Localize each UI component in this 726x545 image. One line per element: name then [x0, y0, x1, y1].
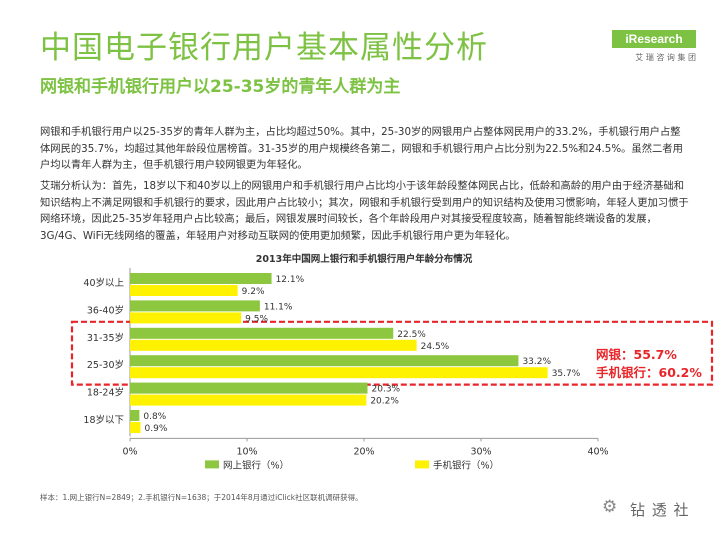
category-label: 31-35岁: [87, 332, 124, 344]
iresearch-logo: iResearch 艾 瑞 咨 询 集 团: [612, 30, 696, 68]
bar-online-bank: [130, 382, 368, 394]
chart-title: 2013年中国网上银行和手机银行用户年龄分布情况: [256, 253, 473, 265]
data-label: 9.5%: [245, 314, 268, 324]
callout-online-bank: 网银：55.7%: [596, 347, 677, 362]
data-label: 0.9%: [145, 424, 168, 434]
analysis-paragraph: 艾瑞分析认为：首先，18岁以下和40岁以上的网银用户和手机银行用户占比均小于该年…: [40, 180, 689, 242]
highlight-callout: 网银：55.7% 手机银行：60.2%: [596, 346, 702, 382]
summary-paragraph: 网银和手机银行用户以25-35岁的青年人群为主，占比均超过50%。其中，25-3…: [40, 126, 683, 171]
x-tick-label: 40%: [587, 446, 608, 457]
callout-mobile-bank: 手机银行：60.2%: [596, 365, 702, 380]
logo-tagline: 艾 瑞 咨 询 集 团: [635, 53, 696, 62]
page-subtitle: 网银和手机银行用户以25-35岁的青年人群为主: [40, 77, 401, 97]
page-title: 中国电子银行用户基本属性分析: [40, 30, 488, 66]
bar-mobile-bank: [130, 339, 417, 351]
x-tick-label: 0%: [122, 446, 137, 457]
category-label: 36-40岁: [87, 304, 124, 316]
x-tick-label: 30%: [470, 446, 491, 457]
bar-online-bank: [130, 300, 260, 312]
bar-mobile-bank: [130, 422, 141, 433]
wechat-watermark: ⚙ 钻 透 社: [602, 497, 712, 523]
data-label: 9.2%: [242, 287, 265, 297]
wechat-icon: ⚙: [602, 497, 618, 517]
data-label: 20.3%: [372, 385, 401, 395]
data-label: 11.1%: [264, 302, 293, 312]
bar-online-bank: [130, 355, 519, 367]
legend-swatch: [415, 460, 429, 469]
category-label: 18岁以下: [83, 414, 124, 426]
bar-mobile-bank: [130, 394, 367, 406]
sample-note: 样本：1.网上银行N=2849；2.手机银行N=1638；于2014年8月通过i…: [40, 493, 363, 502]
highlight-box: [70, 320, 714, 386]
bar-mobile-bank: [130, 367, 548, 379]
bar-mobile-bank: [130, 312, 242, 324]
logo-wordmark: iResearch: [612, 30, 696, 48]
data-label: 22.5%: [397, 330, 426, 340]
bar-mobile-bank: [130, 285, 238, 296]
data-label: 12.1%: [276, 275, 305, 285]
category-label: 18-24岁: [87, 387, 124, 399]
data-label: 0.8%: [143, 412, 166, 422]
bar-online-bank: [130, 273, 272, 284]
legend-swatch: [205, 460, 219, 469]
data-label: 24.5%: [421, 342, 450, 352]
data-label: 20.2%: [370, 397, 399, 407]
category-label: 40岁以上: [83, 277, 124, 289]
legend-label: 手机银行（%）: [433, 459, 499, 471]
legend-label: 网上银行（%）: [223, 459, 289, 471]
data-label: 33.2%: [522, 357, 551, 367]
watermark-text: 钻 透 社: [630, 501, 690, 519]
bar-online-bank: [130, 327, 394, 339]
bar-online-bank: [130, 410, 140, 421]
data-label: 35.7%: [552, 369, 581, 379]
x-tick-label: 20%: [353, 446, 374, 457]
x-tick-label: 10%: [236, 446, 257, 457]
category-label: 25-30岁: [87, 359, 124, 371]
